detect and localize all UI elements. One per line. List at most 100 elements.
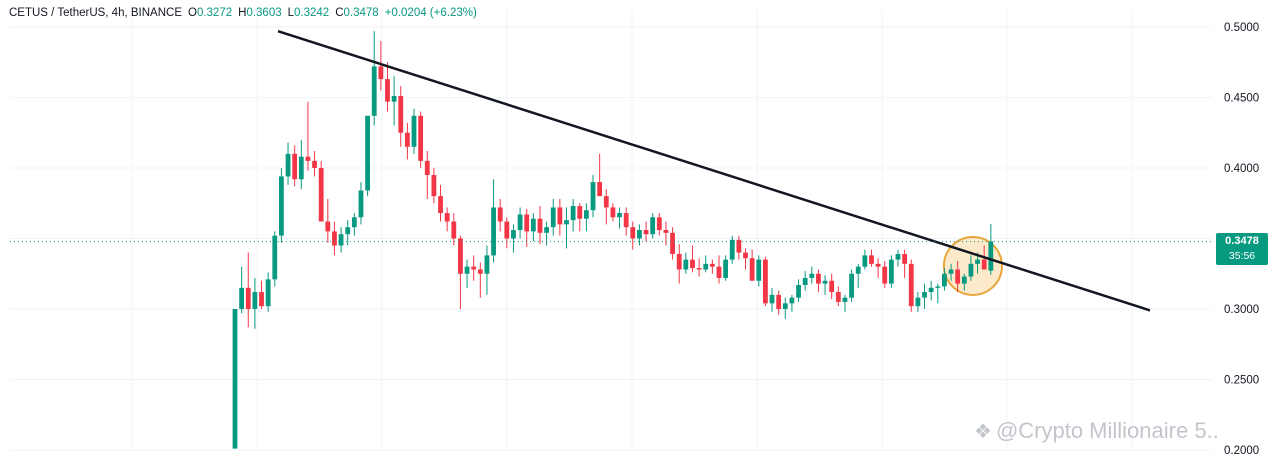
candle-body	[736, 239, 742, 253]
candle-body	[895, 253, 901, 260]
candle	[312, 151, 317, 177]
candle	[345, 220, 351, 246]
candle	[802, 270, 808, 291]
candle-body	[782, 303, 788, 309]
y-tick-label: 0.4500	[1224, 92, 1259, 104]
candle-body	[570, 206, 576, 221]
candle-body	[338, 234, 344, 246]
candle-body	[902, 253, 908, 264]
candle-body	[517, 214, 523, 230]
candle	[259, 280, 264, 309]
candle	[888, 255, 894, 288]
candle	[829, 273, 835, 300]
candle	[424, 151, 430, 199]
candle-body	[431, 175, 437, 197]
candle-body	[272, 235, 278, 280]
candle-body	[444, 213, 450, 222]
candle-body	[418, 115, 424, 161]
candle	[524, 208, 530, 247]
candle-body	[763, 259, 768, 304]
candle-body	[239, 287, 245, 309]
candle	[411, 108, 417, 154]
candle-body	[776, 294, 782, 309]
candle	[683, 252, 689, 274]
candle	[458, 235, 463, 309]
candle	[603, 189, 609, 225]
candle	[862, 249, 868, 270]
candle	[325, 198, 331, 243]
candle	[988, 223, 994, 275]
candle	[796, 279, 801, 302]
candle-body	[285, 153, 291, 177]
candle	[670, 227, 675, 260]
candle-body	[922, 292, 927, 298]
candle-body	[862, 255, 868, 267]
candle	[942, 268, 947, 291]
candle-body	[451, 221, 457, 239]
close-value: 0.3478	[343, 7, 379, 19]
candle-body	[458, 238, 463, 274]
candle-body	[988, 241, 994, 271]
candle	[650, 213, 656, 239]
candle-body	[358, 190, 364, 218]
candle	[749, 249, 755, 281]
y-tick-label: 0.5000	[1224, 22, 1259, 34]
candles	[232, 31, 994, 449]
candle-body	[292, 153, 298, 180]
candle	[471, 255, 477, 281]
candle	[816, 269, 821, 293]
candle-body	[398, 96, 404, 133]
candle-body	[855, 266, 861, 274]
price-axis: 0.2000 0.2500 0.3000 0.4000 0.4500 0.5000	[1224, 22, 1259, 454]
candle	[756, 255, 762, 287]
candle-body	[411, 115, 417, 147]
candle	[597, 153, 603, 197]
candle-body	[544, 227, 550, 233]
watermark-text: @Crypto Millionaire 5..	[995, 418, 1219, 443]
candle-body	[835, 292, 841, 302]
candle-body	[577, 206, 583, 219]
candle	[855, 263, 861, 288]
candle-body	[796, 285, 801, 298]
candle-body	[743, 252, 748, 259]
candle	[729, 235, 735, 264]
candle	[955, 261, 961, 293]
candle	[763, 256, 768, 307]
candle-body	[802, 277, 808, 285]
open-value: 0.3272	[196, 7, 233, 19]
candle	[305, 101, 311, 171]
candle-body	[318, 167, 324, 222]
candle-body	[424, 160, 430, 175]
candle	[610, 203, 616, 222]
candle	[961, 273, 967, 291]
candle	[338, 227, 344, 253]
candle	[948, 263, 954, 281]
bar-countdown: 35:56	[1228, 250, 1256, 262]
candle	[637, 224, 642, 246]
candle	[292, 145, 298, 187]
candle	[835, 286, 841, 307]
high-label: H	[238, 7, 247, 19]
close-label: C	[335, 7, 344, 19]
candle	[908, 259, 914, 312]
change-value: +0.0204 (+6.23%)	[384, 7, 477, 19]
candle-body	[391, 96, 397, 102]
candle	[690, 245, 695, 273]
candle-body	[259, 292, 264, 307]
candle	[590, 175, 596, 218]
candle-body	[491, 207, 496, 256]
candle	[484, 245, 490, 295]
candle	[809, 266, 815, 284]
candle-body	[537, 218, 543, 233]
candle-body	[981, 259, 987, 270]
candle	[332, 221, 337, 256]
candle	[451, 213, 457, 246]
candle	[477, 262, 483, 298]
y-tick-label: 0.2500	[1224, 374, 1259, 386]
candle-body	[378, 66, 384, 80]
candle-body	[630, 227, 636, 239]
candle	[557, 198, 563, 236]
candle	[385, 62, 390, 112]
